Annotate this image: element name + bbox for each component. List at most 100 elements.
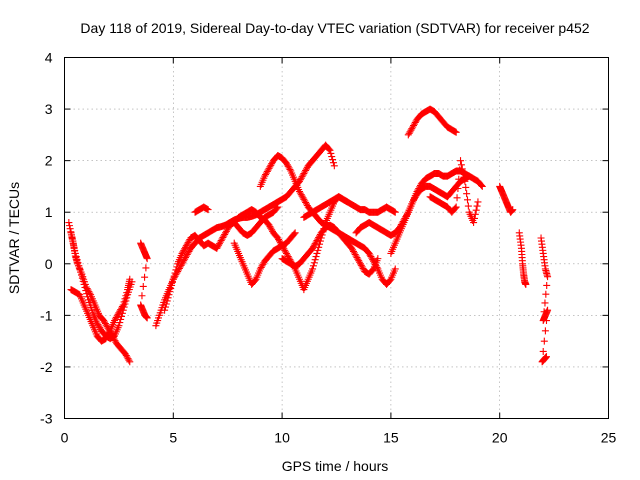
data-point bbox=[264, 166, 272, 174]
data-point bbox=[349, 247, 357, 255]
data-point bbox=[302, 166, 310, 174]
data-point bbox=[114, 310, 122, 318]
data-point bbox=[298, 192, 306, 200]
series-track-n bbox=[404, 105, 460, 139]
data-point bbox=[542, 353, 550, 361]
data-point bbox=[369, 256, 377, 264]
data-point bbox=[452, 128, 460, 136]
data-point bbox=[125, 356, 133, 364]
data-point bbox=[219, 233, 227, 241]
data-point bbox=[299, 171, 307, 179]
data-point bbox=[391, 265, 399, 273]
data-point bbox=[410, 195, 418, 203]
data-point bbox=[351, 251, 359, 259]
data-point bbox=[106, 327, 114, 335]
data-point bbox=[354, 255, 362, 263]
data-point bbox=[103, 333, 111, 341]
series-track-d bbox=[137, 239, 151, 322]
data-point bbox=[65, 219, 73, 227]
data-point bbox=[542, 317, 550, 325]
data-points bbox=[65, 105, 552, 366]
data-point bbox=[544, 306, 552, 314]
data-point bbox=[85, 288, 93, 296]
data-point bbox=[297, 191, 305, 199]
series-track-r bbox=[537, 234, 552, 366]
data-point bbox=[166, 288, 174, 296]
data-point bbox=[265, 221, 273, 229]
series-track-h bbox=[230, 193, 351, 294]
data-point bbox=[222, 227, 230, 235]
data-point bbox=[470, 219, 478, 227]
data-point bbox=[312, 238, 320, 246]
data-point bbox=[409, 198, 417, 206]
data-point bbox=[216, 238, 224, 246]
data-point bbox=[121, 350, 129, 358]
data-point bbox=[100, 317, 108, 325]
data-point bbox=[296, 188, 304, 196]
data-point bbox=[279, 243, 287, 251]
data-point bbox=[119, 301, 127, 309]
data-point bbox=[164, 294, 172, 302]
data-point bbox=[474, 198, 482, 206]
data-point bbox=[181, 243, 189, 251]
series-track-q bbox=[515, 229, 530, 288]
data-point bbox=[179, 248, 187, 256]
y-tick-label: -3 bbox=[40, 411, 53, 427]
data-point bbox=[457, 157, 465, 165]
series-track-m bbox=[387, 172, 473, 257]
data-point bbox=[404, 131, 412, 139]
data-point bbox=[386, 276, 394, 284]
data-point bbox=[268, 160, 276, 168]
data-point bbox=[411, 118, 419, 126]
data-point bbox=[161, 306, 169, 314]
data-point bbox=[458, 165, 466, 173]
data-point bbox=[171, 269, 179, 277]
data-point bbox=[542, 290, 550, 298]
data-point bbox=[180, 257, 188, 265]
data-point bbox=[301, 197, 309, 205]
data-point bbox=[177, 261, 185, 269]
data-point bbox=[408, 125, 416, 133]
data-point bbox=[162, 300, 170, 308]
y-tick-label: 4 bbox=[45, 50, 53, 66]
data-point bbox=[451, 204, 459, 212]
grid bbox=[64, 57, 609, 419]
data-point bbox=[218, 235, 226, 243]
data-point bbox=[368, 254, 376, 262]
data-point bbox=[329, 159, 337, 167]
data-point bbox=[410, 196, 418, 204]
data-point bbox=[117, 306, 125, 314]
data-point bbox=[356, 258, 364, 266]
data-point bbox=[267, 224, 275, 232]
data-point bbox=[478, 182, 486, 190]
data-point bbox=[109, 334, 117, 342]
data-point bbox=[522, 280, 530, 288]
data-point bbox=[291, 229, 299, 237]
data-point bbox=[302, 198, 310, 206]
data-point bbox=[277, 240, 285, 248]
data-point bbox=[262, 171, 270, 179]
data-point bbox=[509, 206, 517, 214]
data-point bbox=[178, 249, 186, 257]
data-point bbox=[266, 223, 274, 231]
data-point bbox=[204, 206, 212, 214]
data-point bbox=[266, 163, 274, 171]
data-point bbox=[290, 230, 298, 238]
data-point bbox=[314, 235, 322, 243]
data-point bbox=[267, 161, 275, 169]
data-point bbox=[141, 273, 149, 281]
series-track-a bbox=[65, 219, 136, 343]
data-point bbox=[405, 129, 413, 137]
data-point bbox=[123, 289, 131, 297]
data-point bbox=[299, 194, 307, 202]
x-tick-label: 10 bbox=[274, 430, 290, 446]
data-point bbox=[462, 183, 470, 191]
data-point bbox=[102, 321, 110, 329]
data-point bbox=[180, 246, 188, 254]
data-point bbox=[185, 247, 193, 255]
data-point bbox=[278, 242, 286, 250]
data-point bbox=[473, 202, 481, 210]
x-tick-label: 20 bbox=[492, 430, 508, 446]
data-point bbox=[471, 210, 479, 218]
data-point bbox=[285, 164, 293, 172]
